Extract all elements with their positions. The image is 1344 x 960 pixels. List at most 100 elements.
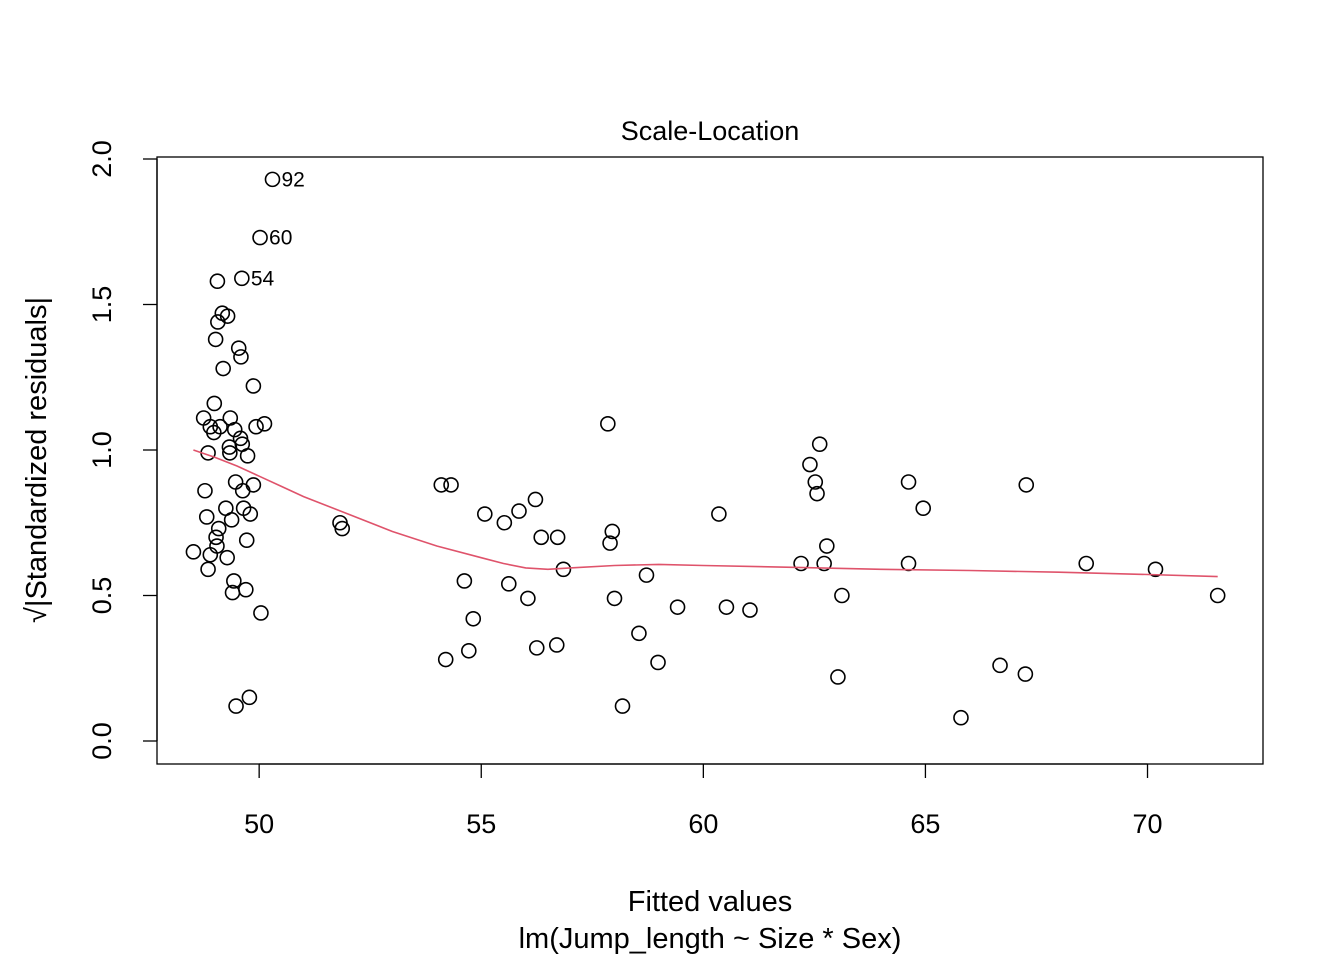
data-point [334, 520, 351, 537]
data-point [209, 538, 225, 554]
data-point [638, 567, 655, 583]
data-point [811, 436, 828, 452]
data-point [461, 642, 477, 659]
data-point [533, 529, 550, 546]
data-point [433, 477, 450, 493]
data-point [219, 308, 236, 324]
data-point [614, 698, 631, 714]
x-tick-label: 50 [244, 809, 274, 839]
data-point [477, 506, 493, 522]
data-point [219, 549, 235, 566]
data-point [200, 561, 216, 578]
data-point [212, 418, 228, 435]
y-tick-label: 1.5 [87, 286, 117, 324]
data-point [209, 273, 226, 290]
data-point [208, 529, 224, 546]
data-point [443, 477, 459, 493]
data-point [669, 599, 686, 615]
data-point [228, 698, 244, 714]
y-tick-label: 1.0 [87, 431, 117, 469]
data-point [802, 456, 818, 473]
data-point [185, 544, 202, 560]
data-point [900, 474, 917, 490]
data-point [222, 445, 238, 461]
plot-box [156, 156, 1264, 765]
data-point [500, 576, 517, 592]
data-point [1018, 477, 1035, 493]
data-point [604, 523, 621, 540]
data-point [256, 416, 273, 432]
data-point [819, 538, 835, 554]
point-labels: 92 60 54 [251, 168, 305, 290]
data-point [197, 482, 213, 499]
data-point [718, 599, 735, 615]
data-point [245, 378, 262, 394]
data-point [437, 651, 454, 668]
data-point [809, 485, 825, 502]
data-point [234, 270, 250, 287]
data-point [239, 448, 256, 464]
data-point [226, 421, 243, 438]
data-point [253, 605, 269, 621]
data-point [238, 532, 255, 549]
data-point [496, 514, 513, 531]
data-point [631, 625, 647, 642]
y-tick-label: 2.0 [87, 140, 117, 178]
data-point [830, 669, 846, 685]
data-point [210, 520, 227, 537]
x-axis-sublabel: lm(Jump_length ~ Size * Sex) [519, 923, 902, 955]
data-point [953, 709, 969, 726]
data-point [900, 555, 917, 572]
point-label: 92 [281, 168, 304, 191]
data-point [226, 573, 242, 589]
data-point [992, 657, 1008, 674]
data-point [241, 689, 258, 706]
data-point [549, 529, 566, 546]
data-point [807, 474, 824, 490]
data-point [223, 512, 240, 528]
data-point [528, 640, 545, 656]
data-point [227, 474, 244, 490]
data-point [600, 416, 616, 432]
data-points [185, 171, 1226, 726]
data-point [248, 418, 264, 435]
data-point [602, 535, 618, 551]
data-point [264, 171, 281, 188]
point-label: 60 [269, 227, 292, 250]
data-point [650, 654, 666, 671]
y-axis: 0.0 0.5 1.0 1.5 2.0 [87, 140, 158, 760]
lowess-smoother-line [193, 449, 1218, 578]
data-point [215, 360, 231, 377]
data-point [206, 395, 223, 412]
y-tick-label: 0.5 [87, 577, 117, 615]
data-point [606, 590, 623, 607]
data-point [232, 430, 249, 447]
data-point [456, 573, 473, 589]
data-point [234, 482, 251, 499]
x-tick-label: 65 [910, 809, 940, 839]
data-point [465, 610, 482, 627]
data-point [834, 587, 850, 604]
data-point [252, 229, 268, 246]
data-point [527, 491, 544, 508]
x-axis-label: Fitted values [628, 886, 792, 918]
data-point [238, 581, 254, 598]
data-point [1209, 587, 1226, 604]
data-point [711, 506, 727, 522]
data-point [207, 331, 224, 348]
data-point [245, 477, 262, 493]
data-point [742, 602, 758, 618]
data-point [214, 305, 231, 322]
data-point [230, 340, 247, 356]
data-point [1147, 561, 1164, 578]
data-point [793, 555, 809, 572]
chart-title: Scale-Location [621, 116, 800, 146]
data-point [511, 503, 527, 519]
data-point [915, 500, 932, 517]
y-tick-label: 0.0 [87, 722, 117, 760]
data-point [548, 637, 565, 653]
data-point [520, 590, 536, 607]
x-tick-label: 70 [1132, 809, 1162, 839]
data-point [198, 509, 215, 525]
